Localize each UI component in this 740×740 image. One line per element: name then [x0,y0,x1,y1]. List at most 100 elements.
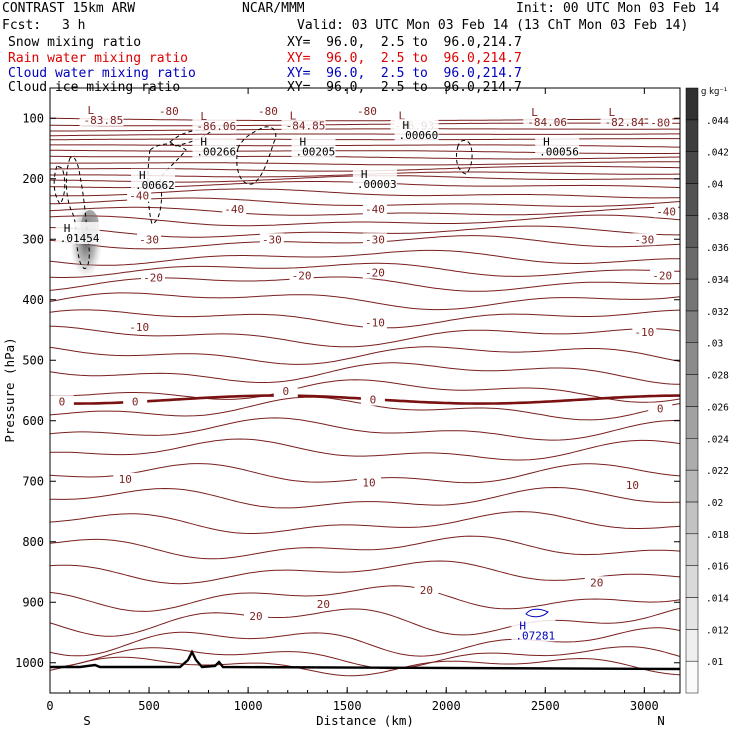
temperature-contour-line [49,417,680,441]
contour-label-bg [311,598,336,611]
contour-label: -30 [365,233,385,246]
contour-label-bg [255,104,280,117]
colorbar-unit: g kg⁻¹ [701,87,727,97]
extremum-value: -84.85 [286,119,326,132]
field-name-cloud-water: Cloud water mixing ratio [8,66,196,81]
y-tick-label: 100 [22,111,44,125]
colorbar-swatch [685,469,699,503]
contour-label: -30 [634,233,654,246]
extremum-bg [192,135,237,158]
extrema-labels: L-83.85L-86.06L-84.85L-86.93L-84.06L-82.… [55,104,645,642]
contour-label: -20 [365,267,385,280]
contour-label-bg [362,266,387,279]
colorbar-swatch [685,342,699,375]
extremum-bg [535,135,580,158]
temperature-contour-line [49,585,681,612]
contour-label-bg [127,320,152,333]
colorbar-swatch [685,278,699,312]
contour-label-bg [141,271,166,284]
contour-label: -80 [650,116,670,129]
extremum-value: .00056 [539,145,579,158]
axes: 0 500 1000 1500 2000 2500 30001002003004005006… [15,88,680,713]
extremum-value: .00266 [196,145,236,158]
y-tick-label: 400 [22,293,44,307]
x-tick-label: 500 [138,699,160,713]
extremum-bg [281,109,326,132]
contour-label: 10 [119,473,132,486]
field-xy-snow: XY= 96.0, 2.5 to 96.0,214.7 [287,35,522,50]
contour-label: -20 [652,270,672,283]
colorbar-swatch [685,151,699,184]
temperature-contour-line [49,438,681,461]
contour-label-bg [360,393,385,406]
x-tick-label: 1000 [234,699,263,713]
temperature-contour-line [49,511,681,534]
colorbar-swatch [685,438,699,471]
contour-label: -20 [143,271,163,284]
contour-label-bg [650,269,675,282]
y-axis-title: Pressure (hPa) [2,337,17,442]
temperature-contour-line [50,133,680,137]
terrain-line [50,649,681,671]
contour-label-bg [362,233,387,246]
contour-label-bg [362,316,387,329]
temperature-contour-line [49,379,681,403]
colorbar-swatch [685,406,699,439]
extremum-kind: H [200,135,207,148]
field-xy-cloud-water: XY= 96.0, 2.5 to 96.0,214.7 [287,66,522,81]
contour-label: 20 [317,598,330,611]
extremum-kind: L [200,110,207,123]
extremum-bg [511,619,556,642]
extremum-kind: H [64,222,71,235]
extremum-kind: L [399,109,406,122]
extremum-bg [79,104,124,127]
colorbar-label: .022 [706,466,729,477]
colorbar-label: .03 [706,339,723,350]
ice-contour [455,139,473,175]
colorbar-swatch [685,374,699,407]
extremum-bg [291,135,336,158]
colorbar-label: .038 [706,211,729,222]
contour-label-bg [127,189,152,202]
contour-label-bg [654,205,679,218]
ice-contour [236,126,277,185]
y-tick-label: 900 [22,595,44,609]
field-name-rain: Rain water mixing ratio [8,51,189,66]
contour-label: -40 [365,203,385,216]
colorbar-swatch [685,533,699,566]
contour-label-bg [356,476,381,489]
extremum-kind: H [139,169,146,182]
colorbar-label: .034 [706,275,729,286]
forecast-label: Fcst: [2,18,42,33]
cloud-ice-contours [53,126,473,269]
extremum-kind: L [290,109,297,122]
extremum-kind: H [361,168,368,181]
temperature-contour-line [50,161,680,166]
contour-label: 20 [249,610,262,623]
x-tick-label: 0 [46,699,53,713]
extremum-value: -82.84 [605,116,645,129]
contour-label: 0 [132,395,139,408]
contour-label: -80 [258,105,278,118]
field-name-snow: Snow mixing ratio [8,35,142,50]
temperature-contour-line [49,249,680,266]
contour-label: 20 [420,584,433,597]
contour-label-bg [584,576,609,589]
extremum-kind: H [403,119,410,132]
y-tick-label: 1000 [15,656,44,670]
colorbar-label: .02 [706,498,723,509]
contour-label-bg [414,584,439,597]
temperature-contour-line [49,362,681,385]
extremum-kind: L [88,104,95,117]
extremum-bg [192,110,237,133]
colorbar-swatch [685,215,699,248]
extremum-value: .01454 [60,232,100,245]
colorbar-label: .01 [706,657,723,668]
contour-label-bg [156,104,181,117]
temperature-contour-line [49,627,681,657]
contour-label-bg [259,233,284,246]
colorbar-label: .024 [706,434,729,445]
contour-label-bg [244,610,269,623]
extremum-value: .00060 [399,129,439,142]
temperature-contour-line [49,214,681,227]
